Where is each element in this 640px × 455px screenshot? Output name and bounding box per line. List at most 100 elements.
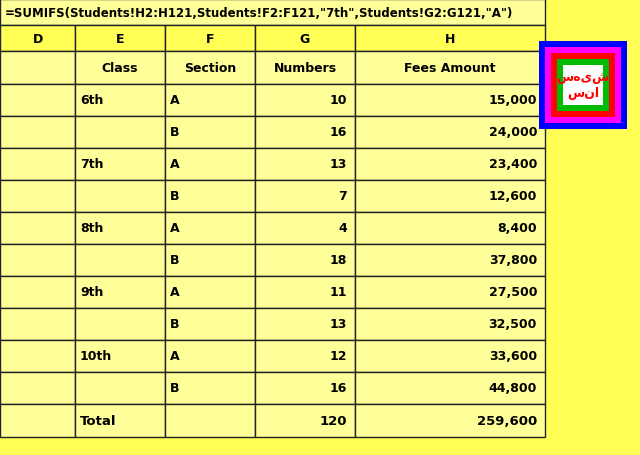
Bar <box>0 308 75 340</box>
Text: 13: 13 <box>330 318 347 331</box>
Text: B: B <box>170 254 179 267</box>
Bar <box>539 42 627 130</box>
Bar <box>545 48 621 124</box>
Bar <box>355 372 545 404</box>
Text: 6th: 6th <box>80 94 104 107</box>
Text: 27,500: 27,500 <box>488 286 537 299</box>
Text: B: B <box>170 190 179 203</box>
Text: 7: 7 <box>339 190 347 203</box>
Text: 15,000: 15,000 <box>488 94 537 107</box>
Bar <box>557 60 609 112</box>
Bar <box>75 181 165 212</box>
Bar <box>355 244 545 276</box>
Text: B: B <box>170 126 179 139</box>
Text: 8th: 8th <box>80 222 104 235</box>
Text: A: A <box>170 158 180 171</box>
Bar <box>75 26 165 52</box>
Text: H: H <box>445 32 455 46</box>
Bar <box>75 244 165 276</box>
Text: سنا: سنا <box>567 87 599 100</box>
Bar <box>255 26 355 52</box>
Bar <box>255 244 355 276</box>
Text: 8,400: 8,400 <box>497 222 537 235</box>
Bar <box>355 117 545 149</box>
Text: 13: 13 <box>330 158 347 171</box>
Bar <box>0 212 75 244</box>
Bar <box>255 212 355 244</box>
Text: سهیش: سهیش <box>556 71 610 84</box>
Bar <box>0 26 75 52</box>
Text: 37,800: 37,800 <box>489 254 537 267</box>
Text: 9th: 9th <box>80 286 104 299</box>
Bar <box>355 149 545 181</box>
Text: A: A <box>170 94 180 107</box>
Text: 7th: 7th <box>80 158 104 171</box>
Text: 10: 10 <box>330 94 347 107</box>
Text: 24,000: 24,000 <box>488 126 537 139</box>
Bar <box>0 85 75 117</box>
Bar <box>563 66 603 106</box>
Text: D: D <box>33 32 43 46</box>
Bar <box>0 117 75 149</box>
Text: =SUMIFS(Students!H2:H121,Students!F2:F121,"7th",Students!G2:G121,"A"): =SUMIFS(Students!H2:H121,Students!F2:F12… <box>5 6 513 20</box>
Text: 259,600: 259,600 <box>477 414 537 427</box>
Bar <box>165 212 255 244</box>
Bar <box>0 340 75 372</box>
Bar <box>165 404 255 437</box>
Text: 32,500: 32,500 <box>488 318 537 331</box>
Bar <box>165 308 255 340</box>
Text: 16: 16 <box>330 126 347 139</box>
Text: 12: 12 <box>330 350 347 363</box>
Bar <box>75 404 165 437</box>
Bar <box>0 372 75 404</box>
Bar <box>165 340 255 372</box>
Text: Class: Class <box>102 62 138 75</box>
Bar <box>75 52 165 85</box>
Text: Numbers: Numbers <box>273 62 337 75</box>
Bar <box>355 404 545 437</box>
Text: 33,600: 33,600 <box>489 350 537 363</box>
Bar <box>0 181 75 212</box>
Bar <box>255 149 355 181</box>
Text: 16: 16 <box>330 382 347 394</box>
Text: 18: 18 <box>330 254 347 267</box>
Bar <box>0 404 75 437</box>
Bar <box>355 181 545 212</box>
Bar <box>165 149 255 181</box>
Bar <box>75 340 165 372</box>
Bar <box>255 404 355 437</box>
Bar <box>165 244 255 276</box>
Text: 10th: 10th <box>80 350 112 363</box>
Bar <box>551 54 615 118</box>
Bar <box>165 85 255 117</box>
Bar <box>255 117 355 149</box>
Bar <box>75 117 165 149</box>
Bar <box>75 308 165 340</box>
Bar <box>0 52 75 85</box>
Bar <box>355 308 545 340</box>
Bar <box>355 212 545 244</box>
Text: 23,400: 23,400 <box>488 158 537 171</box>
Text: Total: Total <box>80 414 116 427</box>
Text: E: E <box>116 32 124 46</box>
Bar <box>165 372 255 404</box>
Text: Fees Amount: Fees Amount <box>404 62 496 75</box>
Text: 44,800: 44,800 <box>488 382 537 394</box>
Bar <box>165 52 255 85</box>
Bar <box>75 372 165 404</box>
Text: 12,600: 12,600 <box>488 190 537 203</box>
Bar <box>0 149 75 181</box>
Bar <box>0 244 75 276</box>
Bar <box>355 276 545 308</box>
Bar <box>255 372 355 404</box>
Text: 11: 11 <box>330 286 347 299</box>
Text: G: G <box>300 32 310 46</box>
Bar <box>255 340 355 372</box>
Bar <box>165 117 255 149</box>
Bar <box>75 149 165 181</box>
Bar <box>255 85 355 117</box>
Text: B: B <box>170 318 179 331</box>
Bar <box>255 181 355 212</box>
Text: A: A <box>170 286 180 299</box>
Text: B: B <box>170 382 179 394</box>
